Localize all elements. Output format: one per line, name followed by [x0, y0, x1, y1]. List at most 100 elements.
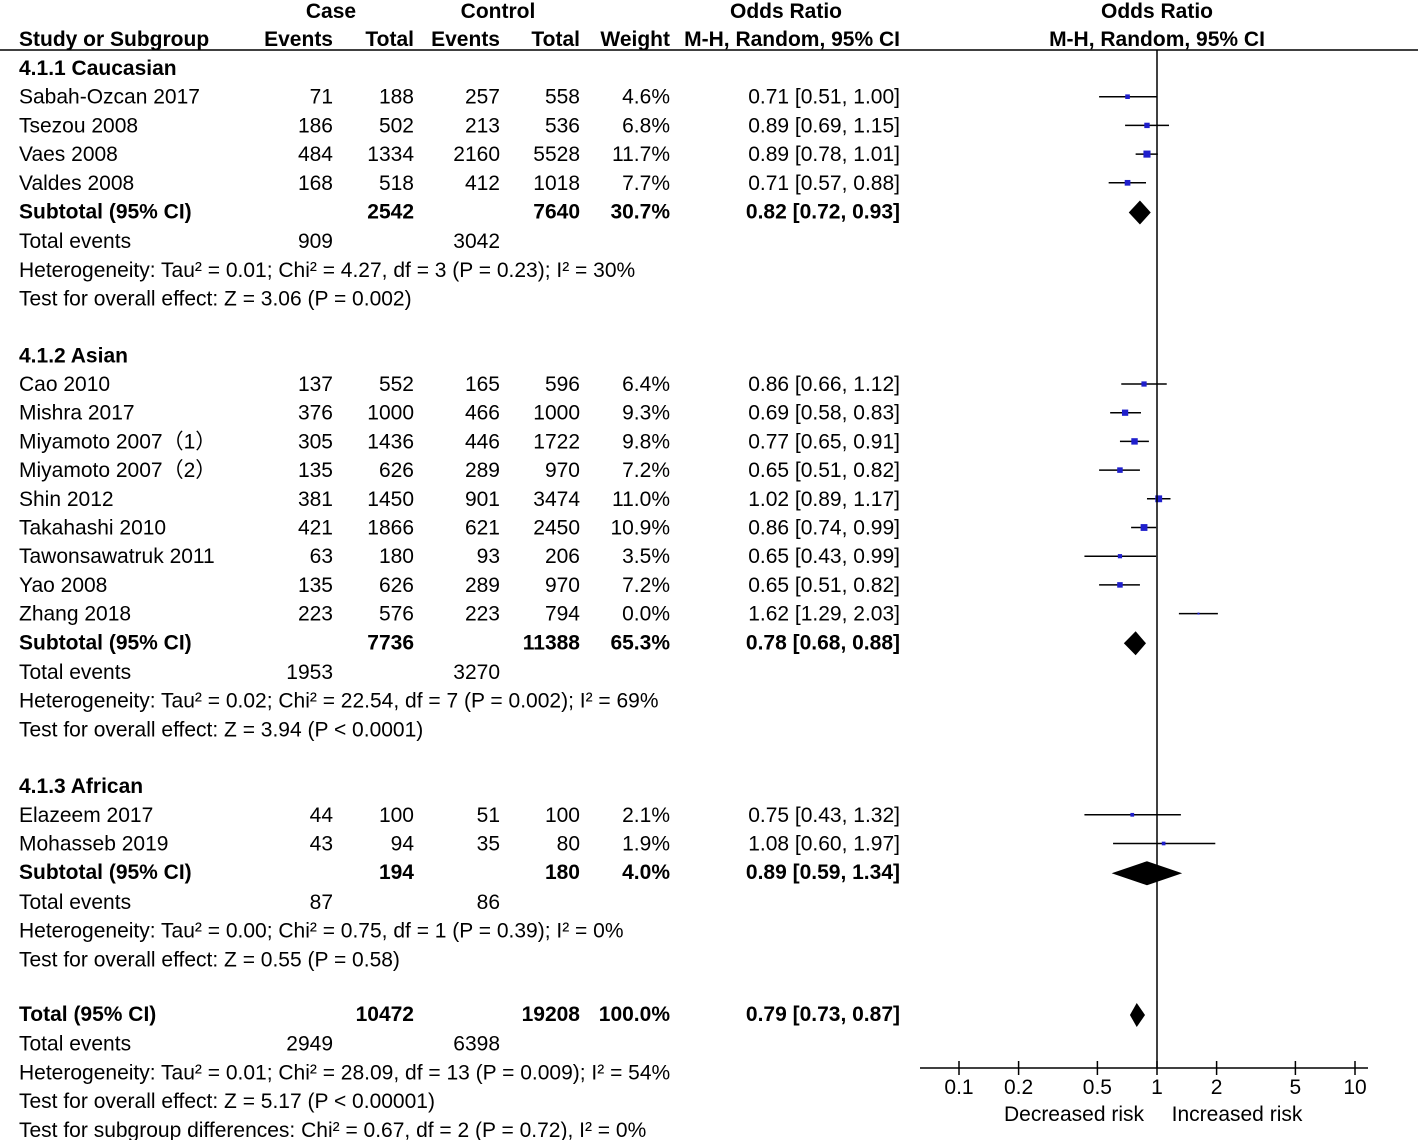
- weight-column-header: Weight: [600, 28, 670, 51]
- weight-cell: 6.4%: [622, 373, 670, 396]
- control-events-column-header: Events: [431, 28, 500, 51]
- ci-cell: 0.71 [0.57, 0.88]: [748, 172, 900, 195]
- ci-cell: 0.89 [0.78, 1.01]: [748, 143, 900, 166]
- control-total-cell: 5528: [533, 143, 580, 166]
- study-name: Mohasseb 2019: [19, 833, 168, 856]
- study-name: Yao 2008: [19, 574, 107, 597]
- total-events-label: Total events: [19, 891, 131, 914]
- weight-cell: 9.8%: [622, 430, 670, 453]
- study-point-marker: [1125, 94, 1130, 100]
- total-events-case: 87: [310, 891, 333, 914]
- weight-cell: 1.9%: [622, 833, 670, 856]
- control-total-cell: 100: [545, 804, 580, 827]
- study-name: Mishra 2017: [19, 402, 135, 425]
- ci-cell: 0.75 [0.43, 1.32]: [748, 804, 900, 827]
- weight-cell: 11.0%: [612, 488, 670, 511]
- case-total-cell: 1334: [367, 143, 414, 166]
- case-total-cell: 1866: [367, 517, 414, 540]
- case-total-cell: 626: [379, 574, 414, 597]
- study-point-marker: [1161, 841, 1166, 846]
- total-events-control: 86: [477, 891, 500, 914]
- total-events-case: 1953: [286, 661, 333, 684]
- subtotal-label: Subtotal (95% CI): [19, 631, 192, 654]
- heterogeneity-text: Heterogeneity: Tau² = 0.01; Chi² = 4.27,…: [19, 259, 635, 282]
- control-events-cell: 2160: [453, 143, 500, 166]
- case-events-cell: 137: [298, 373, 333, 396]
- control-events-cell: 35: [477, 833, 500, 856]
- weight-cell: 9.3%: [622, 402, 670, 425]
- overall-total-events-control: 6398: [453, 1033, 500, 1056]
- case-events-cell: 44: [310, 804, 334, 827]
- total-events-control: 3270: [453, 661, 500, 684]
- subgroup-title: 4.1.3 African: [19, 775, 143, 798]
- ci-cell: 1.08 [0.60, 1.97]: [748, 833, 900, 856]
- study-name: Tawonsawatruk 2011: [19, 545, 215, 568]
- subtotal-ci: 0.82 [0.72, 0.93]: [746, 201, 900, 224]
- overall-weight: 100.0%: [599, 1003, 671, 1026]
- study-point-marker: [1143, 150, 1151, 158]
- ci-cell: 0.71 [0.51, 1.00]: [748, 86, 900, 109]
- heterogeneity-text: Heterogeneity: Tau² = 0.00; Chi² = 0.75,…: [19, 920, 624, 943]
- control-events-cell: 289: [465, 459, 500, 482]
- control-events-cell: 901: [465, 488, 500, 511]
- weight-cell: 7.7%: [622, 172, 670, 195]
- case-events-cell: 223: [298, 603, 333, 626]
- ci-cell: 0.65 [0.51, 0.82]: [748, 574, 900, 597]
- overall-total-events-label: Total events: [19, 1033, 131, 1056]
- plot-method-header: M-H, Random, 95% CI: [1049, 28, 1265, 51]
- case-events-cell: 63: [310, 545, 333, 568]
- subtotal-diamond: [1111, 861, 1183, 886]
- control-events-cell: 466: [465, 402, 500, 425]
- weight-cell: 4.6%: [622, 86, 670, 109]
- plot-header: Odds Ratio: [1101, 0, 1213, 23]
- study-name: Shin 2012: [19, 488, 114, 511]
- study-name: Zhang 2018: [19, 603, 131, 626]
- study-point-marker: [1130, 812, 1135, 817]
- x-tick-label: 0.1: [944, 1076, 973, 1099]
- study-point-marker: [1117, 554, 1123, 559]
- control-total-cell: 596: [545, 373, 580, 396]
- case-total-cell: 626: [379, 459, 414, 482]
- case-total-cell: 552: [379, 373, 414, 396]
- control-events-cell: 257: [465, 86, 500, 109]
- case-events-cell: 381: [298, 488, 333, 511]
- case-events-cell: 186: [298, 114, 333, 137]
- case-events-cell: 484: [298, 143, 333, 166]
- study-point-marker: [1197, 612, 1200, 615]
- case-total-cell: 502: [379, 114, 414, 137]
- subtotal-control-total: 7640: [533, 201, 580, 224]
- study-name: Miyamoto 2007（1）: [19, 430, 216, 453]
- x-tick-label: 2: [1211, 1076, 1223, 1099]
- control-total-cell: 794: [545, 603, 580, 626]
- study-point-marker: [1141, 381, 1147, 387]
- control-events-cell: 93: [477, 545, 500, 568]
- overall-case-total: 10472: [356, 1003, 414, 1026]
- control-events-cell: 165: [465, 373, 500, 396]
- case-total-cell: 94: [391, 833, 415, 856]
- overall-diamond: [1129, 1003, 1146, 1027]
- ci-column-header: M-H, Random, 95% CI: [684, 28, 900, 51]
- control-events-cell: 289: [465, 574, 500, 597]
- study-name: Takahashi 2010: [19, 517, 166, 540]
- case-total-cell: 180: [379, 545, 414, 568]
- overall-effect-text: Test for overall effect: Z = 0.55 (P = 0…: [19, 948, 400, 971]
- subtotal-weight: 30.7%: [610, 201, 670, 224]
- control-total-cell: 1722: [533, 430, 580, 453]
- study-point-marker: [1155, 495, 1163, 503]
- overall-heterogeneity-text: Heterogeneity: Tau² = 0.01; Chi² = 28.09…: [19, 1061, 670, 1084]
- x-label-decreased: Decreased risk: [1004, 1103, 1145, 1126]
- subtotal-control-total: 180: [545, 861, 580, 884]
- control-total-column-header: Total: [531, 28, 580, 51]
- total-events-label: Total events: [19, 230, 131, 253]
- overall-total-label: Total (95% CI): [19, 1003, 156, 1026]
- study-name: Valdes 2008: [19, 172, 134, 195]
- x-label-increased: Increased risk: [1172, 1103, 1303, 1126]
- overall-total-events-case: 2949: [286, 1033, 333, 1056]
- case-total-cell: 518: [379, 172, 414, 195]
- x-tick-label: 0.2: [1004, 1076, 1033, 1099]
- case-total-column-header: Total: [365, 28, 414, 51]
- subgroup-title: 4.1.2 Asian: [19, 344, 128, 367]
- control-events-cell: 446: [465, 430, 500, 453]
- weight-cell: 7.2%: [622, 459, 670, 482]
- control-header: Control: [461, 0, 536, 23]
